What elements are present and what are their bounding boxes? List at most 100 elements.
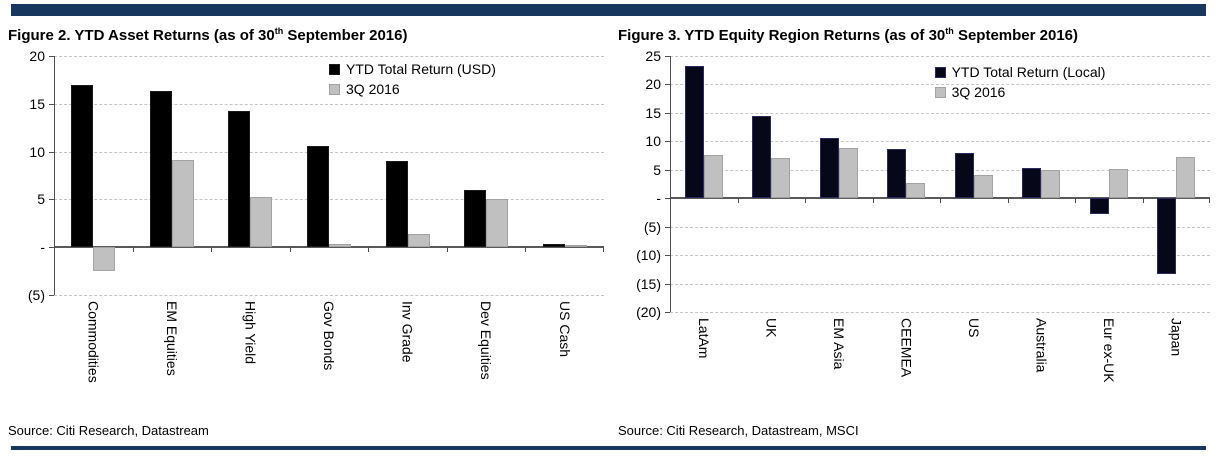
ytd-equity-region-returns-chart: 25 20 15 10 5 - (5) (10) (15) (20) YTD Total Retu… bbox=[618, 48, 1211, 383]
q3-series-swatch bbox=[329, 83, 340, 95]
y-tick-label: 5 bbox=[653, 161, 661, 178]
x-axis-tick bbox=[1209, 198, 1210, 204]
q3-2016-bar bbox=[171, 160, 194, 248]
x-axis-label: Japan bbox=[1168, 318, 1185, 357]
q3-2016-bar bbox=[93, 247, 116, 272]
chart-legend: YTD Total Return (USD) 3Q 2016 bbox=[329, 59, 496, 99]
y-tick-label: (15) bbox=[636, 275, 661, 292]
x-axis-tick bbox=[211, 247, 213, 253]
x-axis-label: Commodities bbox=[85, 301, 102, 383]
q3-2016-bar bbox=[771, 158, 791, 199]
grid-line bbox=[54, 151, 604, 153]
x-axis-tick bbox=[132, 247, 134, 253]
x-axis-tick bbox=[525, 247, 527, 253]
q3-2016-bar bbox=[838, 147, 858, 199]
x-label-slot: US bbox=[940, 312, 1008, 383]
category-slot bbox=[805, 56, 873, 312]
category-slot bbox=[447, 56, 526, 295]
figure-2-title-ordinal: th bbox=[274, 26, 284, 36]
category-slot bbox=[54, 56, 133, 295]
category-slot bbox=[1143, 56, 1211, 312]
y-tick-label: 10 bbox=[645, 133, 661, 150]
y-tick-label: 5 bbox=[37, 191, 45, 208]
grid-line bbox=[670, 226, 1210, 228]
q3-2016-bar bbox=[564, 245, 587, 248]
y-axis-line bbox=[670, 56, 671, 312]
x-label-slot: CEEMEA bbox=[873, 312, 941, 383]
legend-label: YTD Total Return (USD) bbox=[346, 61, 496, 77]
x-label-slot: US Cash bbox=[525, 295, 604, 383]
ytd-return-bar bbox=[1022, 167, 1042, 199]
x-axis-label: Australia bbox=[1033, 318, 1050, 373]
y-axis-tick bbox=[49, 103, 54, 105]
y-tick-label: 15 bbox=[645, 104, 661, 121]
y-tick-label: 10 bbox=[29, 143, 45, 160]
y-tick-label: - bbox=[656, 190, 661, 207]
x-label-slot: UK bbox=[738, 312, 806, 383]
y-tick-label: (5) bbox=[643, 218, 661, 235]
ytd-return-bar bbox=[1089, 198, 1109, 214]
x-label-slot: Eur ex-UK bbox=[1075, 312, 1143, 383]
legend-label: YTD Total Return (Local) bbox=[951, 64, 1106, 80]
figure-3-title-prefix: Figure 3. YTD Equity Region Returns (as … bbox=[618, 27, 946, 44]
y-axis-tick bbox=[665, 56, 670, 57]
chart-area: 20 15 10 5 - (5) YTD Total Return (USD) 3Q 201… bbox=[8, 48, 604, 303]
q3-2016-bar bbox=[250, 196, 273, 248]
ytd-return-bar bbox=[385, 161, 408, 248]
x-axis-tick bbox=[670, 198, 671, 204]
y-tick-label: 25 bbox=[645, 48, 661, 64]
y-axis-tick bbox=[665, 283, 670, 285]
y-axis-tick bbox=[665, 169, 670, 171]
x-axis-tick bbox=[289, 247, 291, 253]
ytd-return-bar bbox=[306, 145, 329, 248]
q3-2016-bar bbox=[486, 199, 509, 248]
grid-line bbox=[670, 112, 1210, 114]
bottom-divider-rule bbox=[11, 446, 1206, 450]
top-divider-rule bbox=[11, 4, 1206, 16]
x-axis-label: EM Asia bbox=[830, 318, 847, 370]
x-axis-labels: Commodities EM Equities High Yield Gov Bond… bbox=[54, 295, 604, 383]
x-label-slot: Dev Equities bbox=[447, 295, 526, 383]
figure-3-title: Figure 3. YTD Equity Region Returns (as … bbox=[618, 26, 1210, 44]
legend-label: 3Q 2016 bbox=[346, 81, 400, 97]
ytd-return-bar bbox=[228, 111, 251, 248]
x-axis-label: LatAm bbox=[695, 318, 712, 359]
y-tick-label: - bbox=[40, 239, 45, 256]
x-axis-tick bbox=[446, 247, 448, 253]
source-line: Source: Citi Research, Datastream, MSCI bbox=[618, 423, 859, 438]
y-axis-tick bbox=[49, 199, 54, 201]
x-label-slot: EM Asia bbox=[805, 312, 873, 383]
y-axis-tick bbox=[665, 226, 670, 228]
ytd-return-bar bbox=[752, 115, 772, 199]
x-axis-labels: LatAm UK EM Asia CEEMEA US Australia Eur ex-UK… bbox=[670, 312, 1210, 383]
category-slot bbox=[670, 56, 738, 312]
ytd-return-bar bbox=[542, 244, 565, 248]
category-slot bbox=[368, 56, 447, 295]
y-axis-tick bbox=[49, 151, 54, 153]
chart-legend: YTD Total Return (Local) 3Q 2016 bbox=[934, 62, 1106, 102]
x-axis-label: Inv Grade bbox=[399, 301, 416, 363]
q3-2016-bar bbox=[973, 174, 993, 199]
figure-3-title-suffix: September 2016) bbox=[953, 27, 1079, 44]
ytd-return-bar bbox=[71, 84, 94, 248]
q3-2016-bar bbox=[1041, 169, 1061, 199]
category-slot bbox=[873, 56, 941, 312]
category-slot bbox=[1008, 56, 1076, 312]
y-axis-tick bbox=[665, 112, 670, 114]
legend-row: YTD Total Return (USD) bbox=[329, 59, 496, 79]
x-axis-label: High Yield bbox=[242, 301, 259, 365]
y-axis-labels: 25 20 15 10 5 - (5) (10) (15) (20) bbox=[618, 48, 670, 320]
y-axis-tick bbox=[49, 56, 54, 57]
category-slot bbox=[290, 56, 369, 295]
ytd-return-bar bbox=[819, 137, 839, 199]
category-slot bbox=[133, 56, 212, 295]
y-axis-tick bbox=[49, 247, 54, 249]
y-axis-tick bbox=[665, 198, 670, 200]
category-slot bbox=[940, 56, 1008, 312]
x-axis-label: US bbox=[965, 318, 982, 338]
ytd-return-bar bbox=[684, 65, 704, 199]
x-axis-label: US Cash bbox=[556, 301, 573, 358]
legend-label: 3Q 2016 bbox=[951, 84, 1006, 100]
y-axis-labels: 20 15 10 5 - (5) bbox=[8, 48, 54, 303]
grid-line bbox=[54, 103, 604, 105]
